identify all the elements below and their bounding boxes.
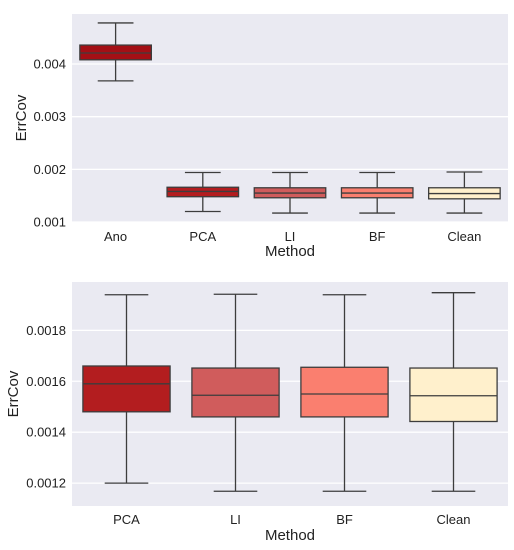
x-tick-label: PCA (113, 512, 140, 527)
x-tick-label: Clean (437, 512, 471, 527)
box-clean (409, 292, 498, 492)
x-tick-label: Clean (447, 229, 481, 244)
y-tick-label: 0.0014 (26, 425, 66, 440)
box-ano (79, 22, 153, 82)
box-body (191, 367, 280, 418)
y-tick-label: 0.0016 (26, 374, 66, 389)
y-axis-title: ErrCov (13, 94, 30, 141)
box-pca (82, 294, 171, 484)
box-bf (300, 294, 389, 492)
box-pca (166, 171, 240, 213)
x-tick-label: BF (336, 512, 353, 527)
x-axis-title: Method (265, 527, 315, 544)
y-tick-label: 0.001 (33, 215, 66, 230)
x-axis-title: Method (265, 243, 315, 260)
chart-panel-2: 0.0012 0.0014 0.0016 0.0018 PCA LI BF Clean Meth… (5, 282, 508, 544)
box-body (82, 365, 171, 413)
x-tick-label: PCA (189, 229, 216, 244)
y-tick-label: 0.0018 (26, 323, 66, 338)
y-tick-label: 0.003 (33, 109, 66, 124)
box-clean (427, 171, 501, 214)
x-tick-label: BF (369, 229, 386, 244)
chart-panel-1: 0.001 0.002 0.003 0.004 Ano PCA LI BF Clean Metho… (13, 14, 508, 260)
box-body (300, 366, 389, 418)
box-bf (340, 171, 414, 214)
box-li (253, 171, 327, 214)
y-tick-label: 0.002 (33, 162, 66, 177)
y-tick-label: 0.004 (33, 57, 66, 72)
y-axis-title: ErrCov (5, 370, 22, 417)
x-tick-label: LI (230, 512, 241, 527)
y-tick-label: 0.0012 (26, 476, 66, 491)
box-li (191, 293, 280, 492)
x-tick-label: LI (285, 229, 296, 244)
x-tick-label: Ano (104, 229, 127, 244)
box-body (409, 367, 498, 423)
